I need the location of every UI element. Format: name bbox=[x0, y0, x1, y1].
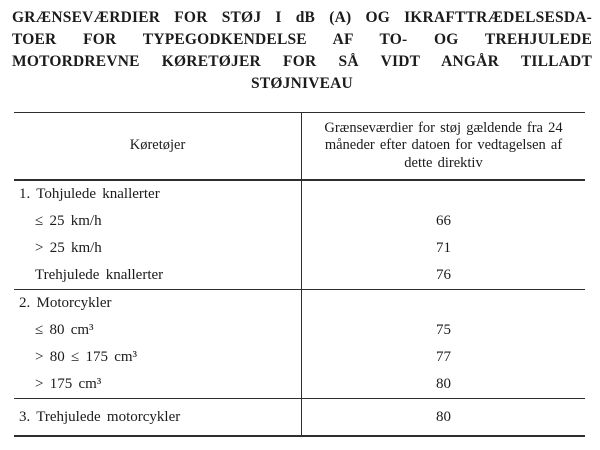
row-label: > 80 ≤ 175 cm³ bbox=[35, 349, 138, 365]
row-label: ≤ 80 cm³ bbox=[35, 322, 94, 338]
table-row: > 80 ≤ 175 cm³ 77 bbox=[14, 344, 585, 371]
section-motorcycles: 2. Motorcykler ≤ 80 cm³ 75 > 80 ≤ 175 cm… bbox=[14, 289, 585, 398]
table-row: 3. Trehjulede motorcykler 80 bbox=[14, 399, 585, 435]
row-value: 71 bbox=[301, 235, 585, 262]
document-title: GRÆNSEVÆRDIER FOR STØJ I dB (A) OG IKRAF… bbox=[12, 7, 592, 95]
value-cell-empty bbox=[301, 181, 585, 208]
title-line-1: GRÆNSEVÆRDIER FOR STØJ I dB (A) OG IKRAF… bbox=[12, 9, 592, 26]
row-value: 76 bbox=[301, 262, 585, 289]
table-row: 1. Tohjulede knallerter bbox=[14, 181, 585, 208]
row-label: Trehjulede knallerter bbox=[35, 267, 164, 283]
row-value: 80 bbox=[301, 399, 585, 435]
row-value: 77 bbox=[301, 344, 585, 371]
column-header-limit-values: Grænseværdier for støj gældende fra 24 m… bbox=[301, 113, 585, 179]
title-line-4: STØJNIVEAU bbox=[251, 75, 353, 92]
section-heading: 3. Trehjulede motorcykler bbox=[19, 408, 181, 425]
title-line-3: MOTORDREVNE KØRETØJER FOR SÅ VIDT ANGÅR … bbox=[12, 53, 592, 70]
table-row: 2. Motorcykler bbox=[14, 290, 585, 317]
noise-limits-table: Køretøjer Grænseværdier for støj gældend… bbox=[14, 112, 585, 437]
table-row: ≤ 25 km/h 66 bbox=[14, 208, 585, 235]
table-row: > 175 cm³ 80 bbox=[14, 371, 585, 398]
table-row: ≤ 80 cm³ 75 bbox=[14, 317, 585, 344]
row-label: > 25 km/h bbox=[35, 240, 102, 256]
row-value: 80 bbox=[301, 371, 585, 398]
section-three-wheeled-motorcycles: 3. Trehjulede motorcykler 80 bbox=[14, 398, 585, 435]
section-heading: 2. Motorcykler bbox=[19, 295, 112, 311]
row-label: ≤ 25 km/h bbox=[35, 213, 102, 229]
row-value: 75 bbox=[301, 317, 585, 344]
section-two-wheeled-mopeds: 1. Tohjulede knallerter ≤ 25 km/h 66 > 2… bbox=[14, 181, 585, 289]
table-row: Trehjulede knallerter 76 bbox=[14, 262, 585, 289]
section-heading: 1. Tohjulede knallerter bbox=[19, 186, 160, 202]
row-value: 66 bbox=[301, 208, 585, 235]
title-line-2: TOER FOR TYPEGODKENDELSE AF TO- OG TREHJ… bbox=[12, 31, 592, 48]
column-header-vehicles: Køretøjer bbox=[129, 137, 186, 154]
table-row: > 25 km/h 71 bbox=[14, 235, 585, 262]
table-header-row: Køretøjer Grænseværdier for støj gældend… bbox=[14, 113, 585, 181]
value-cell-empty bbox=[301, 290, 585, 317]
row-label: > 175 cm³ bbox=[35, 376, 102, 392]
